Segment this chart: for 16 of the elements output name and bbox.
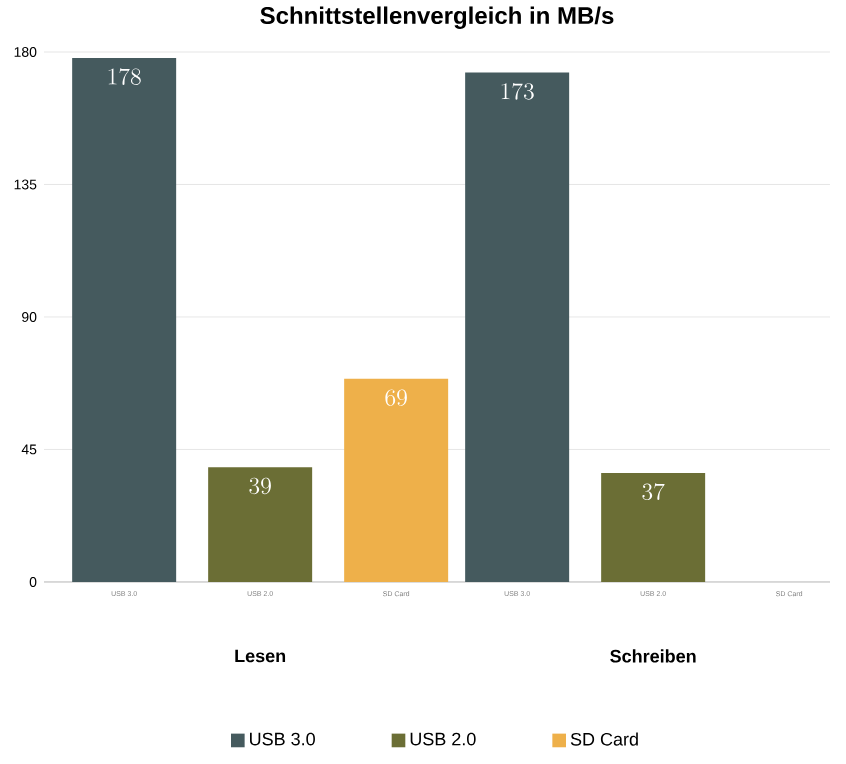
chart-title: Schnittstellenvergleich in MB/s	[260, 6, 614, 29]
legend-label: USB 3.0	[250, 732, 315, 746]
bar	[344, 378, 449, 582]
data-label: 178	[108, 68, 141, 85]
legend-label: USB 2.0	[410, 732, 476, 746]
data-label: 39	[249, 477, 271, 495]
bar	[72, 57, 177, 582]
bar	[465, 72, 570, 582]
x-tick-label: Lesen	[235, 649, 286, 663]
data-label: 173	[501, 82, 534, 100]
legend-label: SD Card	[570, 732, 638, 746]
bar	[601, 473, 706, 582]
data-label: 69	[385, 389, 407, 406]
data-label: 37	[642, 483, 665, 501]
bar	[208, 467, 313, 582]
x-tick-label: Schreiben	[610, 649, 696, 663]
